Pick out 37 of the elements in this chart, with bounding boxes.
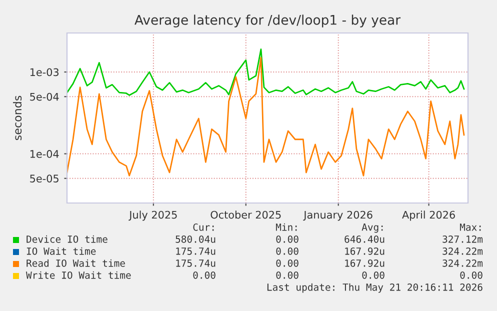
text: 0.00 bbox=[362, 271, 384, 279]
text: 324.22m bbox=[442, 259, 483, 267]
x-tick-label: January 2026 bbox=[303, 210, 372, 221]
text: Avg: bbox=[362, 224, 383, 233]
text: 646.40u bbox=[344, 235, 384, 243]
text: Cur: bbox=[193, 223, 214, 231]
x-tick-label: October 2025 bbox=[210, 210, 281, 219]
y-axis-title: seconds bbox=[13, 96, 22, 140]
y-tick-label: 1e-03 bbox=[30, 68, 59, 76]
legend-label: Read IO Wait time bbox=[26, 259, 125, 267]
y-tick-label: 5e-04 bbox=[30, 92, 59, 101]
text: 327.12m bbox=[442, 235, 483, 243]
legend-label: Write IO Wait time bbox=[26, 271, 131, 279]
text: 167.92u bbox=[345, 247, 384, 255]
text: 0.00 bbox=[276, 247, 298, 255]
x-tick-label: July 2025 bbox=[128, 210, 177, 221]
text: 0.00 bbox=[193, 271, 216, 279]
text: 324.22m bbox=[442, 247, 483, 255]
y-tick-label: 1e-04 bbox=[30, 150, 59, 158]
text: Max: bbox=[460, 224, 481, 231]
text: 0.00 bbox=[276, 259, 298, 267]
text: 167.92u bbox=[345, 259, 384, 267]
text: Min: bbox=[276, 223, 297, 231]
line-series bbox=[67, 48, 465, 96]
x-tick-label: April 2026 bbox=[402, 210, 455, 221]
text: 175.74u bbox=[176, 260, 216, 267]
text: 0.00 bbox=[276, 271, 298, 279]
legend-label: IO Wait time bbox=[26, 247, 96, 255]
text: 175.74u bbox=[176, 248, 216, 255]
legend-label: Device IO time bbox=[26, 235, 108, 243]
text: 0.00 bbox=[460, 271, 482, 279]
text: Last update: Thu May 21 20:16:11 2026 bbox=[267, 283, 482, 293]
chart-title: Average latency for /dev/loop1 - by year bbox=[134, 14, 401, 28]
text: 580.04u bbox=[176, 235, 216, 243]
text: 0.00 bbox=[276, 235, 298, 243]
line-series bbox=[67, 56, 465, 176]
y-tick-label: 5e-05 bbox=[30, 174, 58, 182]
